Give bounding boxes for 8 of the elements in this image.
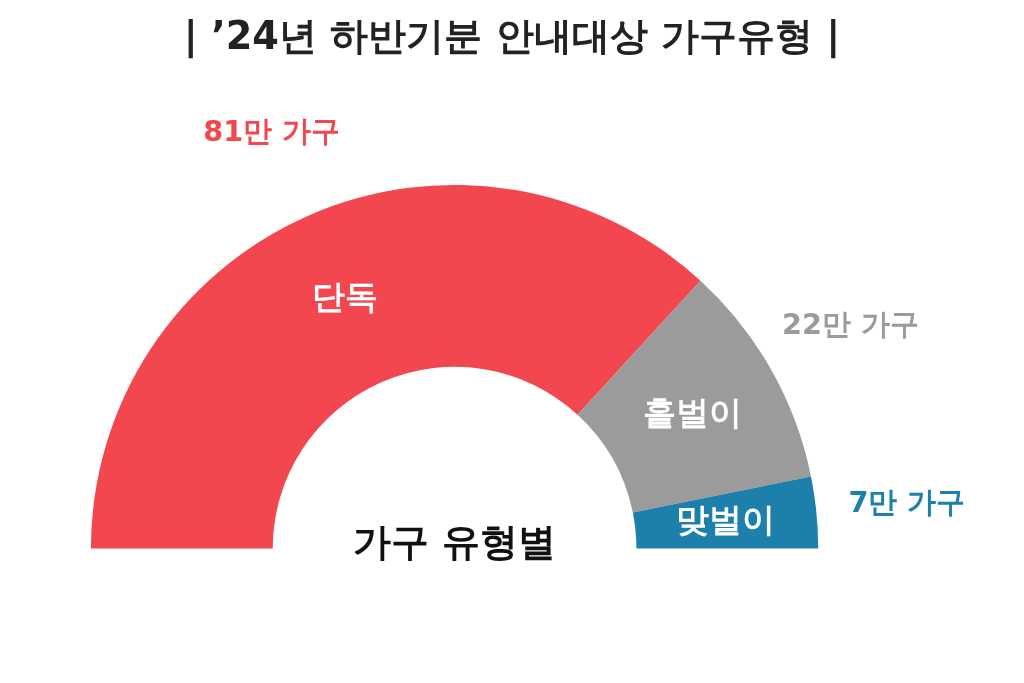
- data-label: 81만 가구: [203, 114, 341, 149]
- data-label: 22만 가구: [781, 306, 919, 341]
- data-label: 7만 가구: [848, 484, 966, 519]
- text: 가구 유형별: [352, 519, 557, 565]
- slice-label: 맞벌이: [676, 500, 776, 539]
- slice-label: 단독: [311, 278, 378, 317]
- slice-label: 홑벌이: [642, 394, 742, 433]
- chart-title: | ’24년 하반기분 안내대상 가구유형 |: [183, 13, 841, 60]
